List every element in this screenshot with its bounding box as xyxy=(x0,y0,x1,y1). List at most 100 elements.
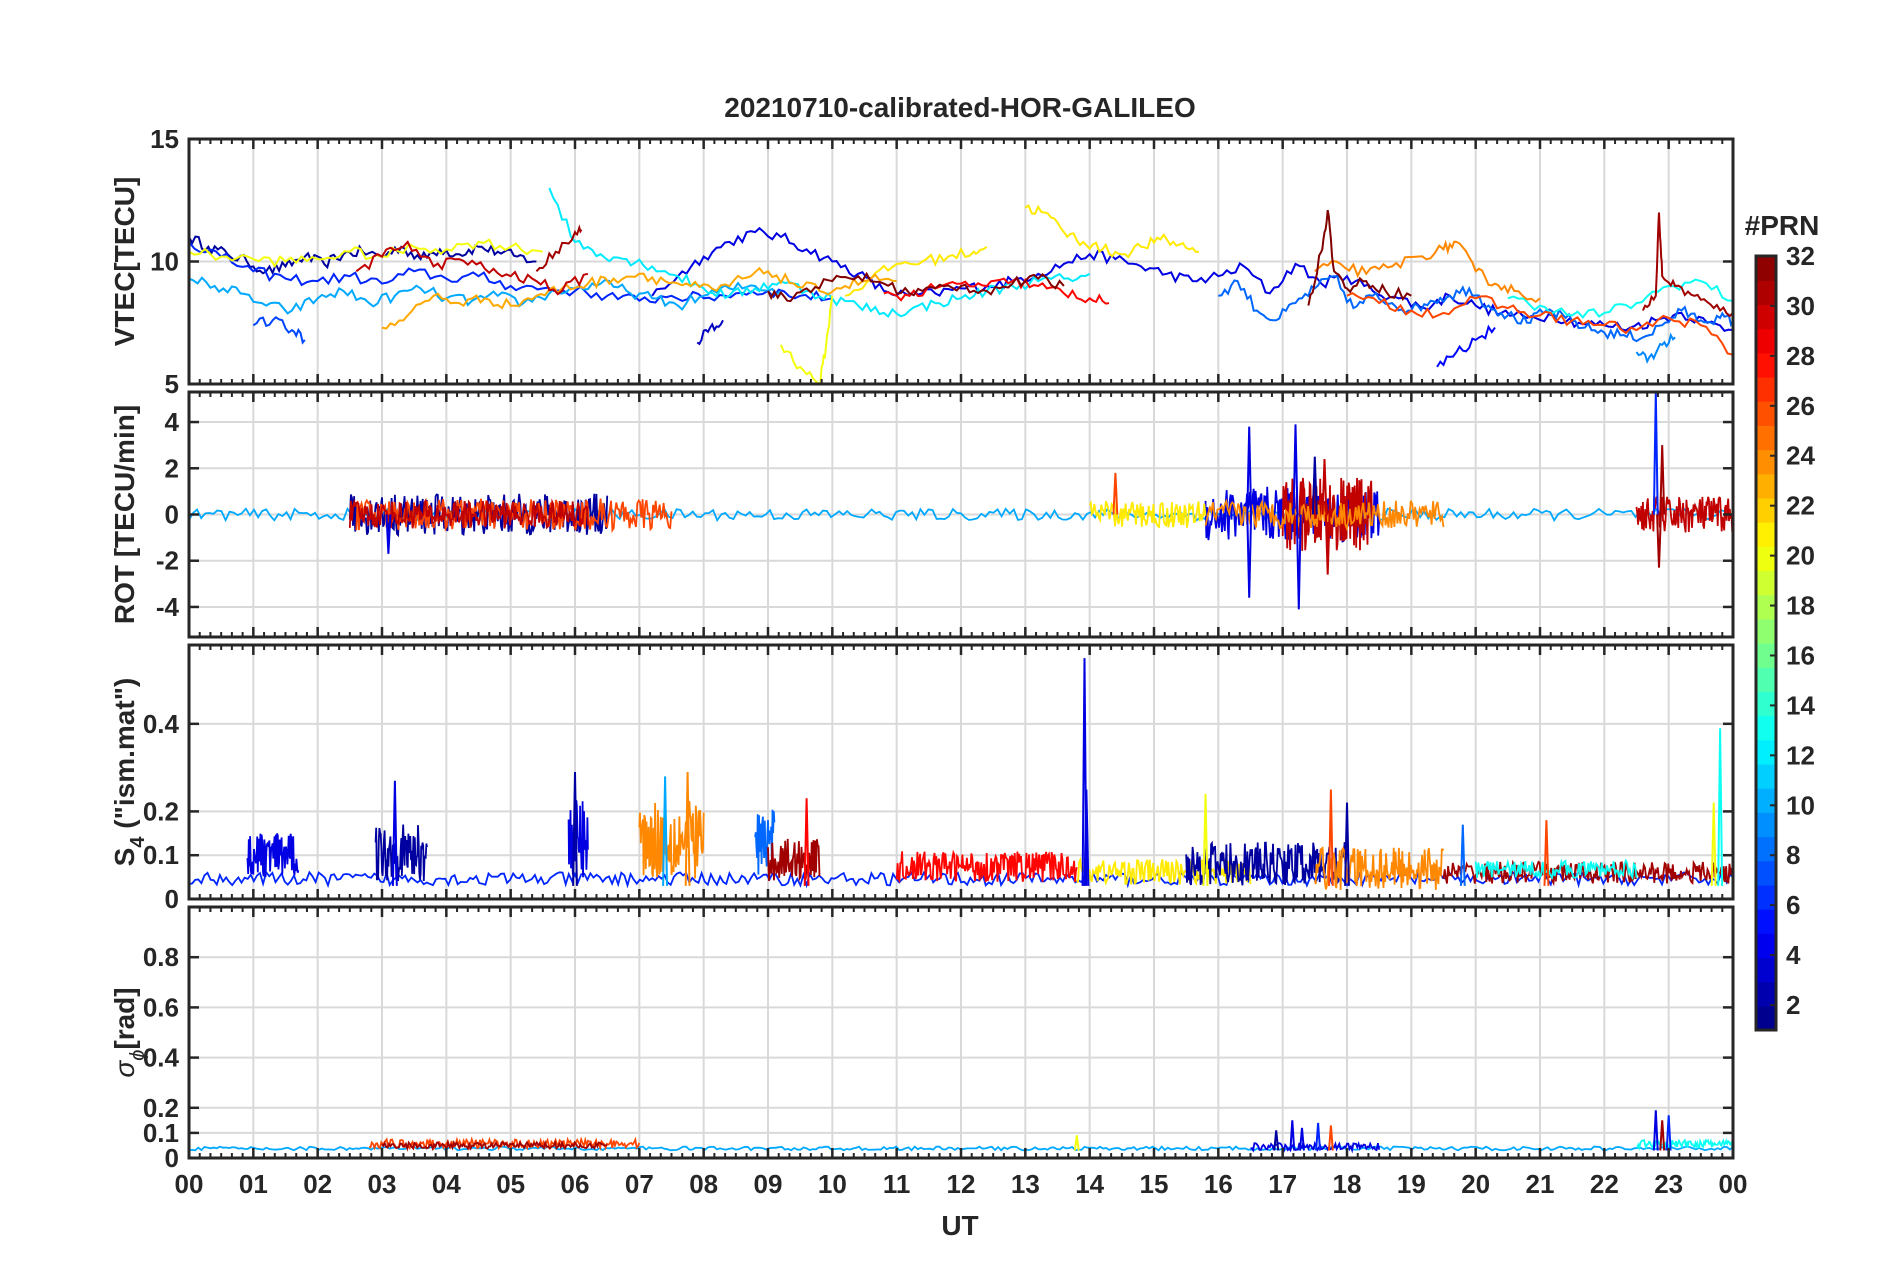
noise-trace-prn-4 xyxy=(567,800,589,878)
noise-trace-prn-24 xyxy=(638,800,705,879)
colorbar-swatch xyxy=(1756,522,1776,547)
colorbar-tick-label: 10 xyxy=(1786,790,1815,820)
x-tick-label: 00 xyxy=(175,1169,204,1199)
tick-marks xyxy=(187,907,1735,1160)
chart-title: 20210710-calibrated-HOR-GALILEO xyxy=(724,92,1196,123)
y-tick-label: 0 xyxy=(165,884,179,914)
series-line-prn-32 xyxy=(1307,209,1412,306)
x-tick-label: 20 xyxy=(1461,1169,1490,1199)
data-layer xyxy=(189,658,1733,890)
x-tick-label: 07 xyxy=(625,1169,654,1199)
y-tick-label: -4 xyxy=(156,592,180,622)
x-tick-label: 21 xyxy=(1526,1169,1555,1199)
x-tick-label: 03 xyxy=(368,1169,397,1199)
spike-prn-4 xyxy=(1292,424,1299,515)
colorbar-swatch xyxy=(1756,933,1776,959)
colorbar-swatch xyxy=(1756,715,1776,741)
noise-trace-prn-13 xyxy=(1474,858,1638,881)
x-tick-label: 05 xyxy=(496,1169,525,1199)
colorbar-swatch xyxy=(1756,352,1776,378)
colorbar-swatch xyxy=(1756,957,1776,983)
colorbar-tick-label: 28 xyxy=(1786,341,1815,371)
tick-marks xyxy=(187,137,1735,386)
noise-trace-prn-31 xyxy=(381,1139,608,1152)
series-line-prn-24 xyxy=(1314,239,1541,304)
series-line-prn-23 xyxy=(381,266,897,330)
spike-prn-31 xyxy=(1659,445,1666,515)
spike-prn-30 xyxy=(1324,514,1331,575)
x-tick-label: 23 xyxy=(1654,1169,1683,1199)
noise-trace-prn-4 xyxy=(246,833,300,877)
series-line-prn-8 xyxy=(1218,275,1733,343)
noise-trace-prn-8 xyxy=(754,809,776,875)
colorbar-tick-label: 18 xyxy=(1786,591,1815,621)
colorbar-swatch xyxy=(1756,884,1776,910)
series-line-prn-28 xyxy=(883,276,1110,305)
series-line-prn-20 xyxy=(189,238,543,269)
colorbar-swatch xyxy=(1756,981,1776,1007)
x-axis-label: UT xyxy=(941,1210,978,1241)
panel-s4: 0 0.1 0.2 0.4S4 ("ism.mat") xyxy=(109,643,1735,914)
tick-marks xyxy=(187,392,1735,637)
colorbar-tick-label: 4 xyxy=(1786,940,1801,970)
noise-trace-prn-13 xyxy=(1636,1137,1733,1151)
data-layer xyxy=(189,187,1733,384)
x-tick-label: 18 xyxy=(1333,1169,1362,1199)
y-tick-label: 4 xyxy=(165,407,180,437)
series-line-prn-20 xyxy=(779,295,834,384)
x-tick-label: 00 xyxy=(1719,1169,1748,1199)
colorbar-tick-label: 12 xyxy=(1786,740,1815,770)
colorbar-swatch xyxy=(1756,763,1776,789)
spike-prn-28 xyxy=(803,798,810,886)
x-tick-label: 15 xyxy=(1140,1169,1169,1199)
y-tick-label: 0 xyxy=(165,500,179,530)
series-line-prn-32 xyxy=(767,271,1065,303)
spike-prn-13 xyxy=(1717,728,1724,886)
y-tick-label: 5 xyxy=(165,369,179,399)
colorbar-swatch xyxy=(1756,739,1776,765)
colorbar-tick-label: 24 xyxy=(1786,441,1815,471)
noise-trace-prn-10 xyxy=(189,507,1733,523)
series-line-prn-7 xyxy=(252,316,306,345)
colorbar-swatch xyxy=(1756,328,1776,354)
y-axis-label: S4 ("ism.mat") xyxy=(109,678,149,867)
colorbar-swatch xyxy=(1756,304,1776,330)
spike-prn-2 xyxy=(1311,456,1318,515)
y-tick-label: 0.1 xyxy=(143,840,179,870)
colorbar-tick-label: 20 xyxy=(1786,541,1815,571)
spike-prn-4 xyxy=(1246,426,1253,515)
colorbar-swatch xyxy=(1756,691,1776,717)
noise-trace-prn-31 xyxy=(1442,859,1733,887)
colorbar-tick-label: 32 xyxy=(1786,241,1815,271)
spike-prn-4 xyxy=(1083,789,1090,886)
x-tick-label: 16 xyxy=(1204,1169,1233,1199)
spike-prn-20 xyxy=(1710,802,1717,886)
colorbar-swatch xyxy=(1756,473,1776,499)
colorbar-frame xyxy=(1754,254,1778,1032)
series-line-prn-3 xyxy=(696,319,724,346)
colorbar-swatch xyxy=(1756,280,1776,305)
spike-prn-20 xyxy=(1202,793,1209,886)
colorbar-tick-label: 22 xyxy=(1786,491,1815,521)
y-axis-label: σϕ[rad] xyxy=(109,987,149,1077)
x-tick-label: 02 xyxy=(303,1169,332,1199)
noise-trace-prn-2 xyxy=(374,824,428,882)
colorbar-swatch xyxy=(1756,643,1776,668)
series-line-prn-31 xyxy=(535,224,583,272)
spike-prn-8 xyxy=(1459,824,1466,886)
colorbar-swatch xyxy=(1756,546,1776,572)
y-tick-label: 0.1 xyxy=(143,1118,179,1148)
spike-prn-4 xyxy=(1246,514,1253,598)
y-tick-label: 0.4 xyxy=(143,709,180,739)
spike-prn-2 xyxy=(1344,802,1350,886)
spike-prn-26 xyxy=(1543,820,1550,886)
x-tick-label: 06 xyxy=(561,1169,590,1199)
colorbar-tick-label: 30 xyxy=(1786,291,1815,321)
colorbar-swatch xyxy=(1756,667,1776,692)
spike-prn-6 xyxy=(1652,392,1659,515)
spike-prn-4 xyxy=(1295,514,1302,610)
spike-prn-4 xyxy=(391,780,398,886)
spike-prn-6 xyxy=(1665,1115,1672,1151)
